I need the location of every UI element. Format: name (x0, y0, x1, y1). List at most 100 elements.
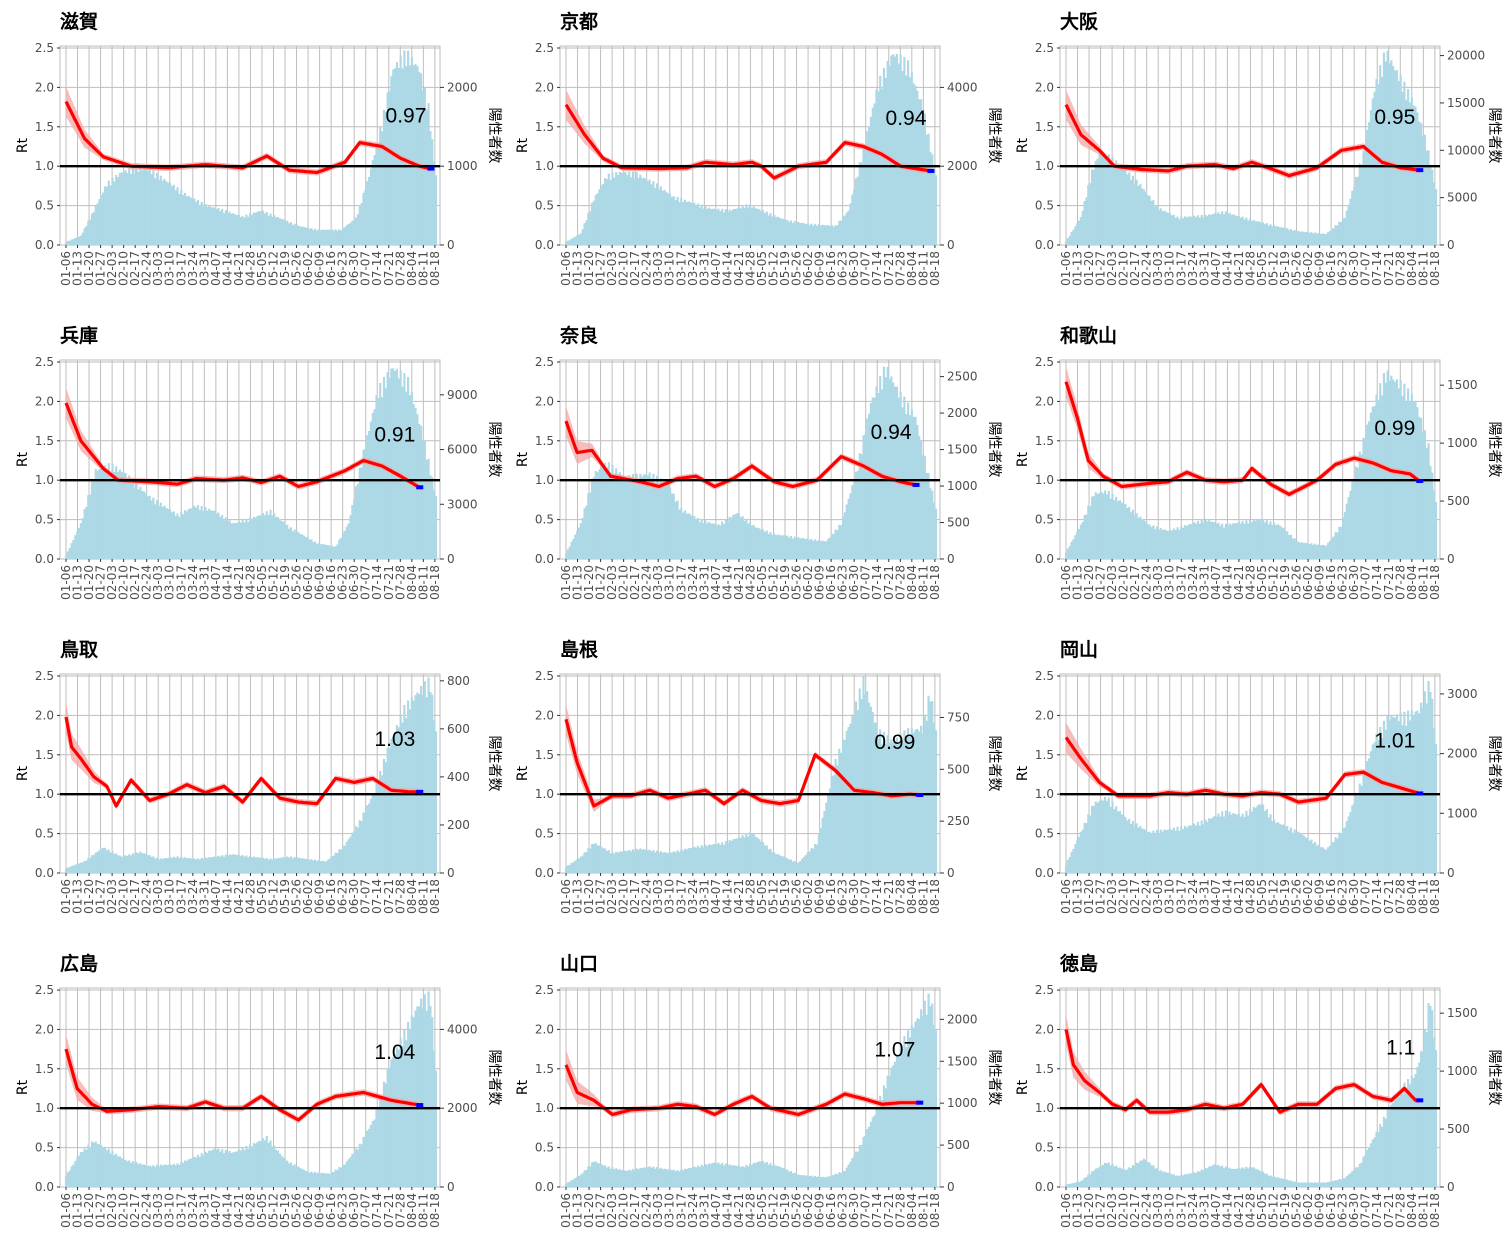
y2-tick-label: 500 (1447, 1122, 1470, 1136)
x-tick-label: 03-31 (197, 251, 211, 286)
count-bar (1232, 1168, 1235, 1187)
count-bar (1308, 1182, 1311, 1187)
count-bar (1390, 60, 1393, 246)
count-bar (884, 77, 887, 246)
count-bar (1076, 840, 1079, 873)
chart-svg: 京都0.00.51.01.52.02.50.94Rt020004000陽性者数0… (515, 10, 1002, 286)
count-bar (301, 534, 304, 559)
count-bar (100, 194, 103, 245)
count-bar (1068, 546, 1071, 559)
x-tick-label: 03-17 (174, 879, 188, 914)
count-bar (1260, 804, 1263, 873)
x-tick-label: 04-28 (1243, 565, 1257, 600)
count-bar (301, 226, 304, 245)
count-bar (719, 211, 722, 245)
x-tick-label: 06-16 (324, 565, 338, 600)
x-tick-label: 08-11 (416, 251, 430, 286)
count-bar (1373, 742, 1376, 873)
count-bar (892, 1065, 895, 1187)
count-bar (1226, 1168, 1229, 1187)
count-bar (1215, 1165, 1218, 1187)
count-bar (1235, 814, 1239, 873)
count-bar (799, 1175, 802, 1187)
count-bar (1377, 1131, 1380, 1187)
count-bar (1347, 204, 1350, 245)
count-bar (198, 204, 201, 245)
count-bar (319, 544, 322, 559)
count-bar (682, 1170, 685, 1187)
count-bar (901, 1052, 904, 1187)
count-bar (851, 194, 854, 245)
count-bar (1169, 1173, 1172, 1187)
y-tick-label: 2.5 (535, 355, 554, 369)
count-bar (198, 1156, 201, 1187)
y2-tick-label: 600 (447, 722, 470, 736)
count-bar (83, 509, 86, 559)
count-bar (345, 526, 348, 559)
count-bar (1297, 230, 1300, 245)
count-bar (421, 439, 425, 559)
x-tick-label: 01-13 (71, 879, 85, 914)
count-bar (1429, 465, 1432, 559)
count-bar (760, 529, 763, 559)
count-bar (1356, 1167, 1359, 1187)
count-bar (397, 1049, 400, 1187)
count-bar (907, 728, 910, 873)
x-tick-label: 02-10 (117, 565, 131, 600)
y-tick-label: 1.5 (535, 434, 554, 448)
count-bar (414, 63, 417, 245)
count-bar (206, 858, 209, 873)
count-bar (161, 506, 164, 559)
count-bar (583, 508, 586, 559)
x-tick-label: 06-09 (813, 879, 827, 914)
count-bar (408, 65, 412, 246)
count-bar (711, 208, 714, 245)
count-bar (732, 1165, 735, 1187)
count-bar (254, 212, 257, 245)
count-bar (1105, 1163, 1108, 1187)
x-tick-label: 06-23 (336, 1193, 350, 1228)
count-bar (669, 487, 672, 559)
count-bar (1431, 1010, 1434, 1187)
count-bar (161, 180, 164, 245)
count-bar (312, 542, 315, 559)
count-bar (291, 225, 294, 245)
count-bar (778, 855, 781, 873)
x-tick-label: 08-18 (928, 1193, 942, 1228)
count-bar (1271, 524, 1274, 559)
count-bar (217, 1148, 220, 1187)
x-tick-label: 06-16 (824, 565, 838, 600)
x-tick-label: 02-10 (617, 251, 631, 286)
count-bar (198, 510, 201, 559)
count-bar (1116, 811, 1120, 873)
count-bar (613, 473, 616, 559)
count-bar (834, 759, 837, 873)
x-tick-label: 03-24 (1186, 1193, 1200, 1228)
x-tick-label: 02-03 (105, 1193, 119, 1228)
count-bar (1167, 212, 1170, 245)
count-bar (282, 1157, 285, 1187)
count-bar (77, 527, 81, 559)
count-bar (572, 538, 575, 559)
count-bar (717, 524, 720, 559)
count-bar (341, 1164, 345, 1187)
count-bar (1228, 811, 1231, 873)
x-tick-label: 05-05 (1255, 879, 1269, 914)
count-bar (397, 727, 400, 873)
x-tick-label: 06-30 (847, 251, 861, 286)
count-bar (1349, 198, 1352, 245)
count-bar (877, 91, 880, 245)
count-bar (786, 535, 789, 559)
count-bar (1369, 109, 1372, 245)
x-tick-label: 03-10 (663, 565, 677, 600)
chart-title: 徳島 (1059, 952, 1098, 975)
count-bar (263, 515, 267, 559)
count-bar (381, 397, 384, 559)
count-bar (427, 677, 430, 873)
x-tick-label: 07-14 (870, 879, 884, 914)
count-bar (379, 1095, 382, 1187)
count-bar (715, 1163, 718, 1187)
count-bar (1371, 406, 1374, 559)
count-bar (399, 1037, 402, 1187)
count-bar (693, 516, 696, 559)
